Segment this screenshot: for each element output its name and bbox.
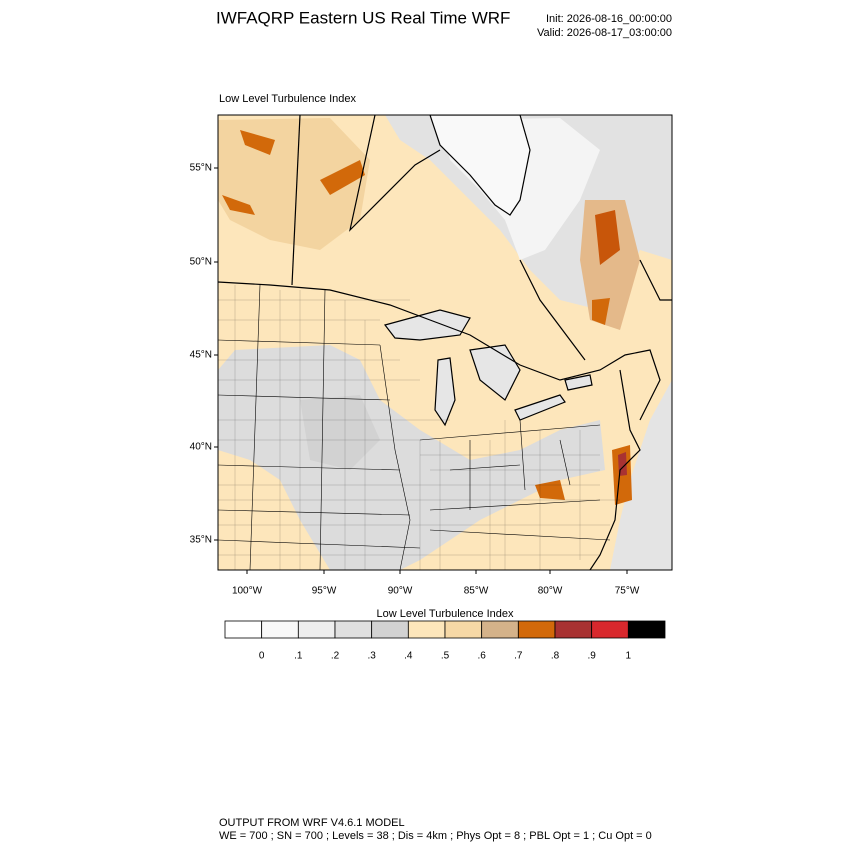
colorbar-box — [627, 620, 666, 639]
lon-label: 95°W — [312, 586, 337, 597]
colorbar-tick-label: 1 — [626, 651, 632, 662]
lat-labels: 55°N 50°N 45°N 40°N 35°N — [190, 163, 218, 546]
colorbar-box — [334, 620, 373, 639]
colorbar-tick-label: .8 — [551, 651, 560, 662]
lat-label: 35°N — [190, 535, 212, 546]
colorbar-title: Low Level Turbulence Index — [377, 608, 514, 620]
lat-label: 40°N — [190, 442, 212, 453]
map — [218, 115, 672, 570]
valid-time: Valid: 2026-08-17_03:00:00 — [537, 27, 672, 39]
map-frame — [217, 114, 673, 571]
colorbar: 0 .1 .2 .3 .4 .5 .6 .7 .8 .9 1 — [224, 620, 666, 662]
colorbar-tick-label: .6 — [477, 651, 486, 662]
lon-label: 85°W — [464, 586, 489, 597]
title: IWFAQRP Eastern US Real Time WRF — [216, 8, 510, 27]
colorbar-box — [224, 620, 263, 639]
colorbar-box — [554, 620, 593, 639]
colorbar-tick-label: .2 — [331, 651, 340, 662]
footer-line: WE = 700 ; SN = 700 ; Levels = 38 ; Dis … — [219, 830, 652, 842]
colorbar-tick-label: .5 — [441, 651, 450, 662]
colorbar-box — [444, 620, 483, 639]
map-subtitle: Low Level Turbulence Index — [219, 93, 356, 105]
footer-line: OUTPUT FROM WRF V4.6.1 MODEL — [219, 817, 405, 829]
colorbar-tick-label: 0 — [259, 651, 265, 662]
colorbar-box — [407, 620, 446, 639]
lon-label: 80°W — [538, 586, 563, 597]
lat-label: 45°N — [190, 350, 212, 361]
colorbar-tick-label: .1 — [294, 651, 303, 662]
lon-labels: 100°W 95°W 90°W 85°W 80°W 75°W — [232, 570, 640, 597]
colorbar-tick-label: .9 — [587, 651, 596, 662]
colorbar-box — [371, 620, 409, 639]
lon-label: 100°W — [232, 586, 263, 597]
colorbar-box — [261, 620, 299, 639]
lat-label: 55°N — [190, 163, 212, 174]
colorbar-box — [517, 620, 556, 639]
colorbar-box — [591, 620, 629, 639]
lon-label: 90°W — [388, 586, 413, 597]
init-time: Init: 2026-08-16_00:00:00 — [546, 13, 672, 25]
colorbar-box — [297, 620, 336, 639]
colorbar-tick-label: .7 — [514, 651, 523, 662]
colorbar-tick-label: .4 — [404, 651, 413, 662]
lon-label: 75°W — [615, 586, 640, 597]
colorbar-tick-label: .3 — [367, 651, 376, 662]
colorbar-box — [481, 620, 519, 639]
lat-label: 50°N — [190, 257, 212, 268]
